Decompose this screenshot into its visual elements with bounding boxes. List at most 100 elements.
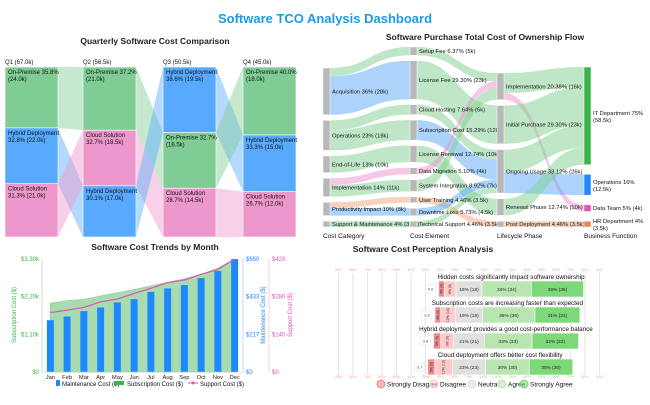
tick-label-bottom: 10% [480, 375, 487, 379]
segment-label: 36% (36) [548, 287, 568, 293]
node-label: Support & Maintenance 4% (3.5k) [332, 222, 419, 228]
flow-link [504, 87, 584, 144]
legend-label: Agree [508, 382, 526, 389]
node-label: Renewal Phase 12.74% (10k) [506, 205, 583, 211]
tick-label-bottom: 10% [451, 375, 458, 379]
quarter-label: Q4 (45.0k) [243, 60, 271, 66]
tick-label-top: 60% [552, 268, 559, 272]
smile-icon [497, 379, 507, 389]
segment-label: 12% (12) [442, 360, 446, 374]
segment-value-label: (24.0k) [8, 77, 27, 83]
subscription-area [49, 258, 236, 373]
flow-link [330, 221, 410, 227]
segment-value-label: 33.3% (15.0k) [246, 145, 283, 151]
smile-icon [467, 379, 477, 389]
chart-title: Quarterly Software Cost Comparison [80, 36, 229, 46]
sankey-node [322, 220, 331, 228]
sankey-node [496, 198, 505, 216]
segment-label: 19% (19) [459, 313, 479, 319]
node-label: IT Department 75% [593, 111, 643, 117]
sankey-node [583, 174, 592, 196]
quarter-label: Q1 (67.0k) [5, 60, 33, 66]
left-axis-title: Subscription Cost ($) [12, 287, 18, 343]
dashboard-title: Software TCO Analysis Dashboard [217, 11, 433, 26]
sankey-node [409, 104, 418, 115]
trend-chart: Software Cost Trends by Month $0 $0 $0 $1.10… [12, 242, 294, 388]
sankey-node [409, 167, 418, 175]
flow-link [330, 60, 410, 115]
month-label: Apr [96, 375, 105, 381]
segment-label: 34% (34) [497, 287, 517, 293]
segment-label: 23% (23) [459, 365, 479, 371]
support-line [50, 258, 235, 314]
sankey-node [409, 207, 418, 216]
response-segment [528, 358, 573, 376]
node-label: Subscription Cost 15.29% (12k) [419, 128, 501, 134]
flow-link [504, 221, 584, 227]
tick-label-bottom: 70% [364, 375, 371, 379]
sankey-node [409, 60, 418, 100]
legend-label: Maintenance Cost ($) [62, 382, 119, 388]
score-label: 3.7 [417, 365, 423, 370]
segment-value-label: 31.3% (21.0k) [8, 194, 45, 200]
statement-label: Subscription costs are increasing faster… [432, 300, 584, 307]
tick-label-bottom: 0% [466, 375, 471, 379]
statement-label: Cloud deployment offers better cost flex… [438, 352, 564, 359]
tick-label-bottom: 20% [494, 375, 501, 379]
maintenance-bar [46, 320, 54, 372]
node-label: License Renewal 12.74% (10k) [419, 152, 499, 158]
flow-link [504, 147, 584, 216]
tick-label-bottom: 30% [422, 375, 429, 379]
segment-bar [162, 132, 217, 189]
tick-label-top: 0% [466, 268, 471, 272]
statement-label: Hidden costs significantly impact softwa… [438, 274, 585, 281]
month-label: Nov [213, 375, 223, 381]
maintenance-bar [214, 270, 222, 372]
maintenance-axis-title: Maintenance Cost ($) [261, 286, 267, 343]
support-tick-label: $280 [272, 295, 286, 301]
legend-support-marker [191, 381, 195, 385]
sankey-node [409, 196, 418, 204]
flow-link [330, 179, 410, 197]
sankey-node [409, 145, 418, 163]
legend-label: Neutral [478, 382, 500, 389]
score-label: 3.8 [423, 339, 429, 344]
tick-label-bottom: 60% [552, 375, 559, 379]
flow-band [216, 67, 243, 192]
tick-label-top: 20% [436, 268, 443, 272]
node-label: Post Deployment 4.46% (3.5k) [506, 222, 585, 228]
maintenance-bar [231, 259, 239, 372]
node-label: Operations 23% (18k) [332, 133, 388, 139]
segment-bar [82, 185, 137, 238]
flow-link [330, 196, 410, 209]
tick-label-top: 40% [407, 268, 414, 272]
segment-label: 10% (10) [446, 308, 450, 322]
segment-value-label: 28.7% (14.5k) [166, 198, 203, 204]
segment-label: On-Premise 40.0% [246, 70, 297, 76]
tick-label-bottom: 90% [335, 375, 342, 379]
maintenance-bar [180, 285, 188, 372]
maintenance-tick-label: $433 [246, 295, 260, 301]
segment-value-label: (21.0k) [86, 77, 105, 83]
frown-icon [429, 379, 439, 389]
sankey-node [322, 67, 331, 116]
quarterly-chart: Quarterly Software Cost Comparison Q1 (67… [4, 36, 297, 238]
tick-label-top: 20% [494, 268, 501, 272]
support-tick-label: $0 [272, 370, 279, 376]
flow-band [136, 130, 163, 237]
response-segment [531, 332, 579, 350]
flow-band [216, 188, 243, 237]
flow-link [330, 120, 410, 151]
flow-link [504, 67, 584, 94]
segment-label: Cloud Solution [86, 133, 125, 139]
node-label: Operations 16% [593, 180, 635, 186]
sankey-node [583, 204, 592, 212]
flow-link [330, 145, 410, 173]
node-value-label: (12.5k) [593, 187, 611, 193]
segment-bar [242, 134, 297, 192]
segment-label: Cloud Solution [8, 187, 47, 193]
node-label: User Training 4.46% (3.5k) [419, 198, 488, 204]
segment-value-label: 32.7% (18.5k) [86, 140, 123, 146]
month-label: May [112, 375, 123, 381]
flow-link [417, 196, 497, 227]
